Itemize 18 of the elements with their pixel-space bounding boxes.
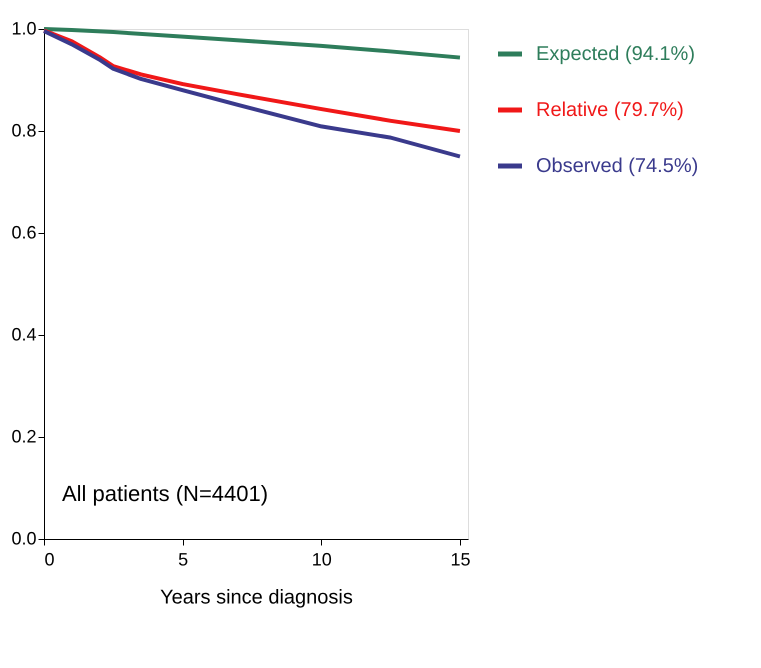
- line-series: [42, 28, 462, 133]
- y-tick-label: 0.0: [11, 528, 36, 548]
- y-tick-label: 0.4: [11, 324, 36, 344]
- line-series: [42, 29, 462, 158]
- legend-label: Observed (74.5%): [536, 155, 698, 177]
- y-tick-label: 1.0: [11, 18, 36, 38]
- legend-label: Relative (79.7%): [536, 99, 684, 121]
- x-tick-label: 15: [450, 550, 470, 570]
- y-tick-label: 0.6: [11, 222, 36, 242]
- x-axis-title: Years since diagnosis: [160, 586, 353, 608]
- x-tick-label: 10: [312, 550, 332, 570]
- legend-label: Expected (94.1%): [536, 43, 695, 65]
- x-tick-label: 0: [44, 550, 55, 570]
- y-tick-label: 0.8: [11, 120, 36, 140]
- line-series: [42, 27, 462, 60]
- annotation: All patients (N=4401): [62, 481, 268, 506]
- x-tick-label: 5: [178, 550, 188, 570]
- y-tick-label: 0.2: [11, 426, 36, 446]
